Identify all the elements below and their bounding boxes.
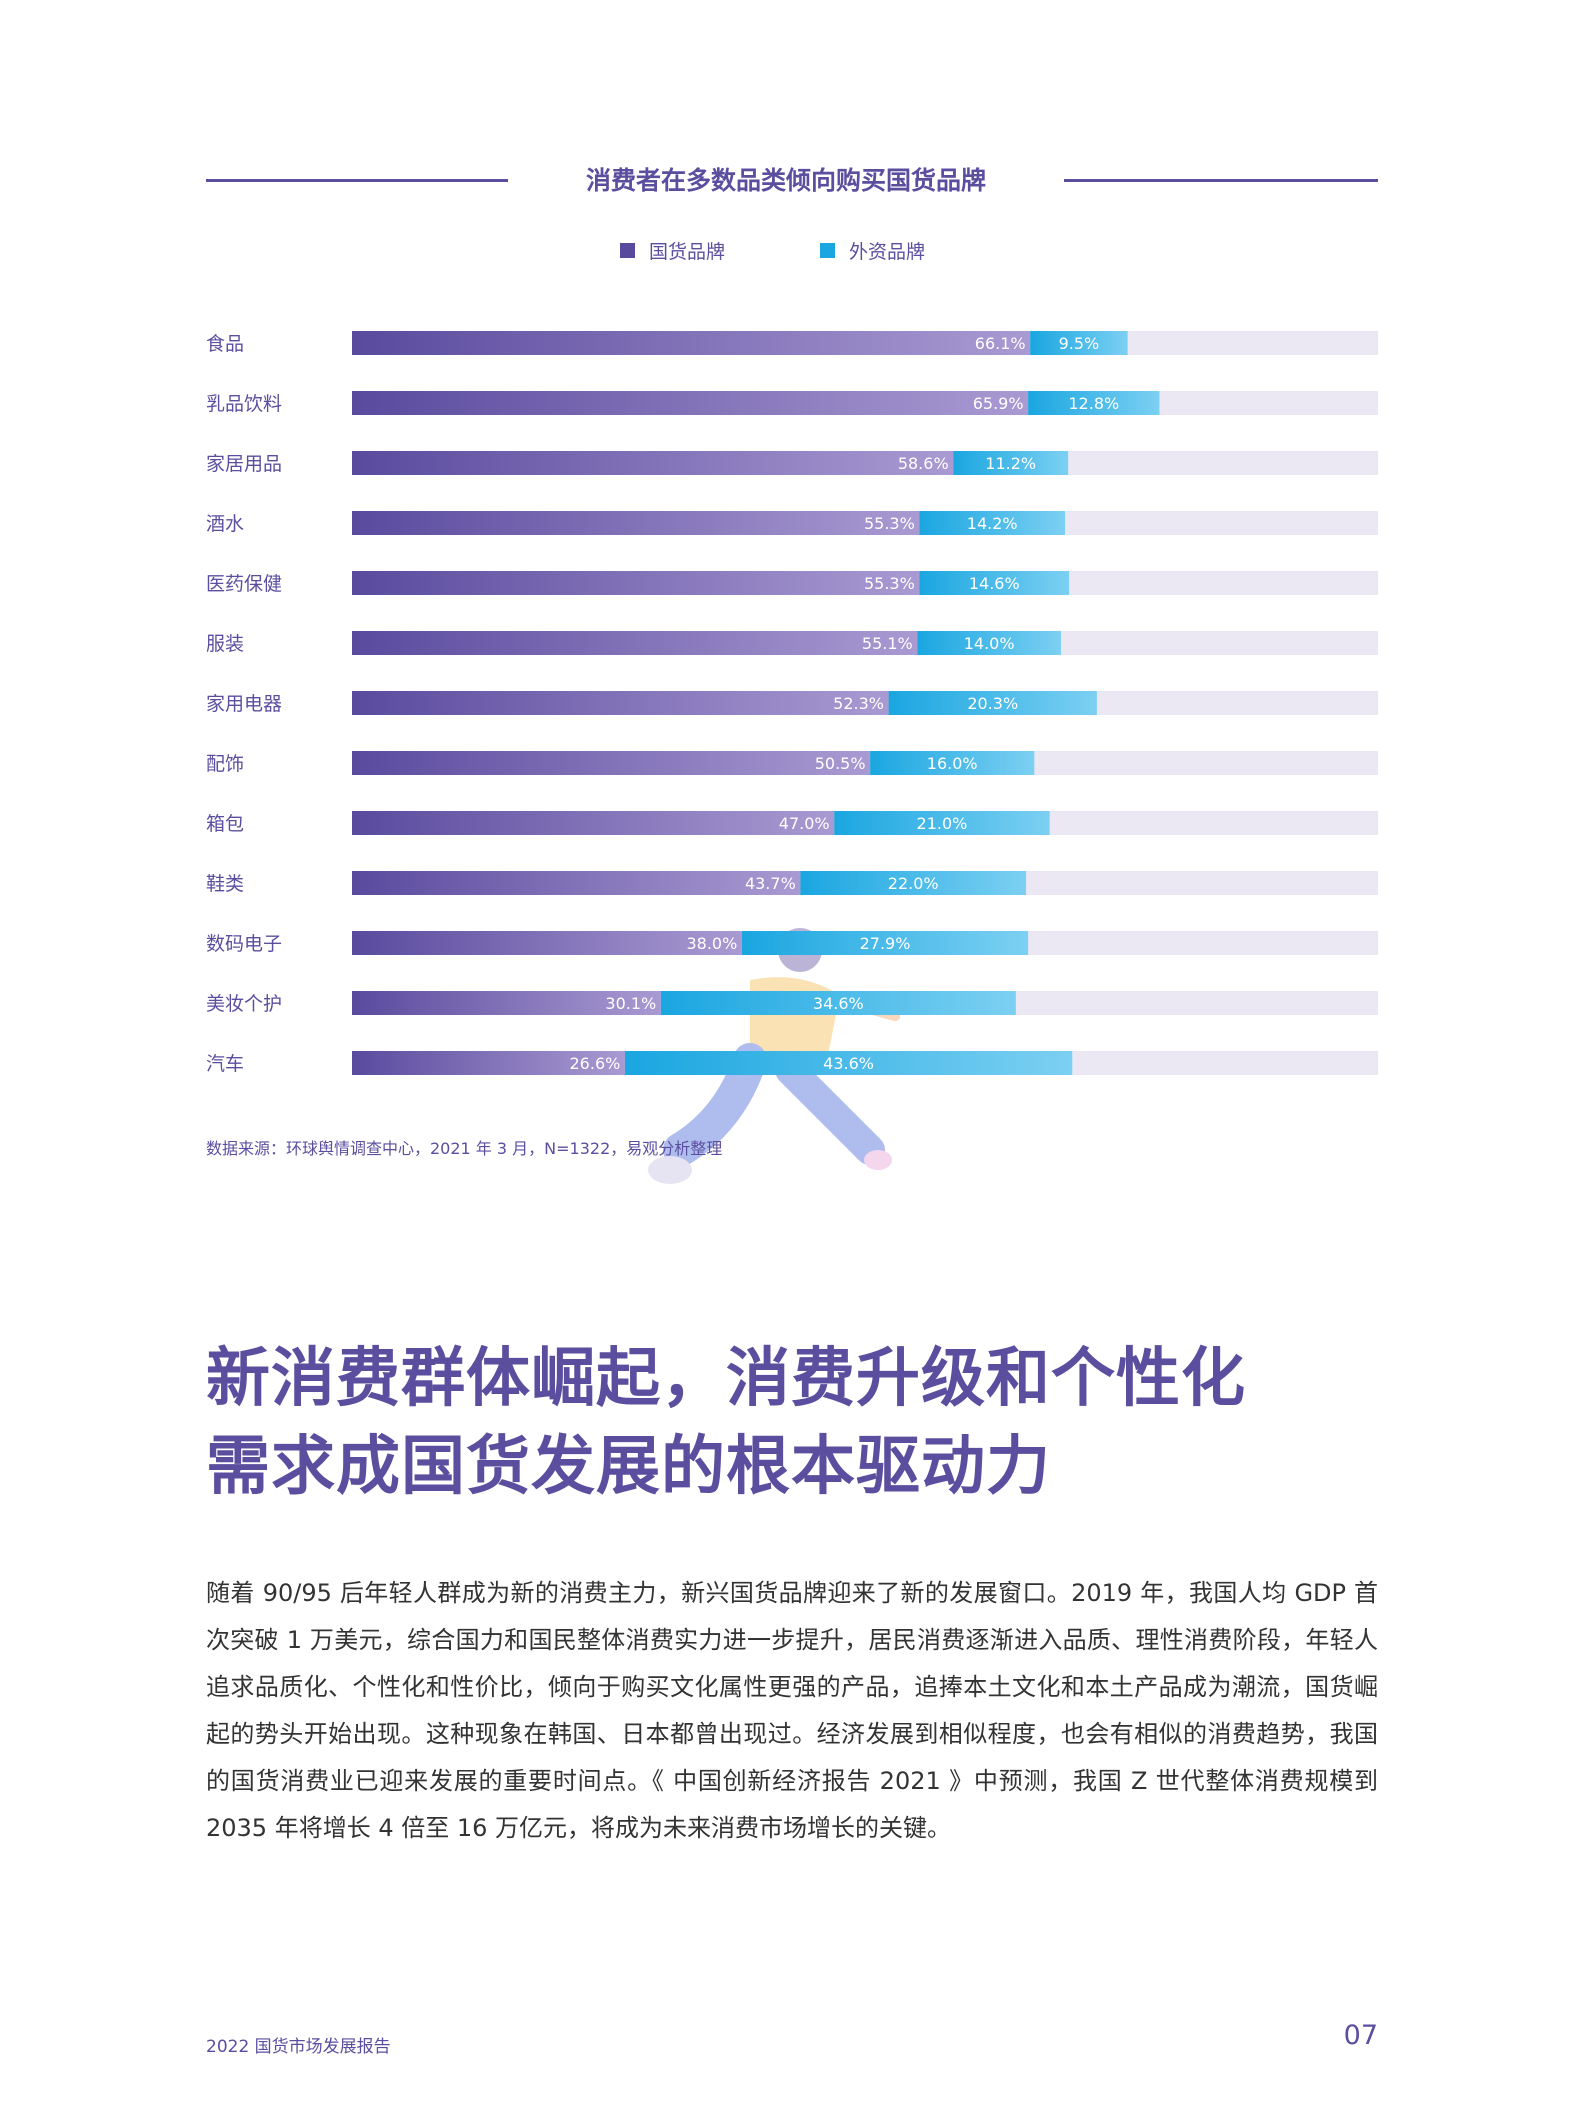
value-label-foreign: 43.6% xyxy=(823,1054,874,1073)
bar-foreign xyxy=(741,931,1029,955)
value-label-foreign: 27.9% xyxy=(860,934,911,953)
headline-line-2: 需求成国货发展的根本驱动力 xyxy=(206,1430,1051,1504)
value-label-domestic: 52.3% xyxy=(833,694,884,713)
category-label: 鞋类 xyxy=(206,873,244,895)
category-label: 医药保健 xyxy=(206,573,282,595)
bar-domestic xyxy=(352,991,661,1015)
chart-legend: 国货品牌 外资品牌 xyxy=(0,237,1575,267)
legend-swatch-domestic xyxy=(620,243,635,258)
legend-label-domestic: 国货品牌 xyxy=(649,241,726,263)
value-label-domestic: 58.6% xyxy=(898,454,949,473)
category-label: 美妆个护 xyxy=(206,993,282,1015)
body-paragraph: 随着 90/95 后年轻人群成为新的消费主力，新兴国货品牌迎来了新的发展窗口。2… xyxy=(206,1579,1378,1842)
bar-foreign xyxy=(1030,331,1128,355)
bar-domestic xyxy=(352,871,801,895)
category-label: 酒水 xyxy=(206,513,244,535)
value-label-domestic: 47.0% xyxy=(779,814,830,833)
value-label-domestic: 30.1% xyxy=(605,994,656,1013)
value-label-foreign: 11.2% xyxy=(985,454,1036,473)
bar-foreign xyxy=(660,991,1016,1015)
bar-domestic xyxy=(352,631,918,655)
bar-foreign xyxy=(919,571,1070,595)
section-headline: 新消费群体崛起，消费升级和个性化 需求成国货发展的根本驱动力 xyxy=(206,1335,1386,1511)
value-label-domestic: 38.0% xyxy=(686,934,737,953)
category-label: 配饰 xyxy=(206,753,244,775)
value-label-domestic: 55.3% xyxy=(864,514,915,533)
bar-domestic xyxy=(352,331,1031,355)
value-label-domestic: 55.3% xyxy=(864,574,915,593)
value-label-foreign: 22.0% xyxy=(888,874,939,893)
value-label-domestic: 65.9% xyxy=(973,394,1024,413)
stacked-bar-chart: 食品 66.1% 9.5% 乳品饮料 65.9% 12.8% 家居用品 58.6% 11.2% 酒… xyxy=(206,331,1378,1075)
bar-domestic xyxy=(352,571,920,595)
value-label-domestic: 55.1% xyxy=(862,634,913,653)
headline-line-1: 新消费群体崛起，消费升级和个性化 xyxy=(206,1342,1246,1416)
value-label-foreign: 9.5% xyxy=(1059,334,1100,353)
legend-swatch-foreign xyxy=(820,243,835,258)
category-label: 汽车 xyxy=(206,1053,244,1075)
bar-foreign xyxy=(834,811,1050,835)
header-rule-right xyxy=(1064,179,1378,182)
data-source-note: 数据来源：环球舆情调查中心，2021 年 3 月，N=1322，易观分析整理 xyxy=(206,1139,723,1158)
chart-header: 消费者在多数品类倾向购买国货品牌 xyxy=(206,158,1378,204)
bar-domestic xyxy=(352,751,871,775)
page-number: 07 xyxy=(1343,2020,1378,2051)
value-label-foreign: 20.3% xyxy=(967,694,1018,713)
bar-domestic xyxy=(352,931,742,955)
legend-label-foreign: 外资品牌 xyxy=(849,241,926,263)
category-label: 数码电子 xyxy=(206,933,282,955)
bar-foreign xyxy=(919,511,1066,535)
chart-title: 消费者在多数品类倾向购买国货品牌 xyxy=(585,166,986,195)
value-label-foreign: 14.6% xyxy=(969,574,1020,593)
chart-rows: 食品 66.1% 9.5% 乳品饮料 65.9% 12.8% 家居用品 58.6% 11.2% 酒… xyxy=(206,331,1378,1075)
value-label-domestic: 43.7% xyxy=(745,874,796,893)
value-label-foreign: 21.0% xyxy=(917,814,968,833)
category-label: 食品 xyxy=(206,333,244,355)
bar-domestic xyxy=(352,451,954,475)
bar-domestic xyxy=(352,391,1029,415)
footer-report-title: 2022 国货市场发展报告 xyxy=(206,2037,391,2057)
bar-foreign xyxy=(624,1051,1073,1075)
value-label-foreign: 14.0% xyxy=(964,634,1015,653)
value-label-foreign: 14.2% xyxy=(967,514,1018,533)
bar-foreign xyxy=(917,631,1061,655)
category-label: 箱包 xyxy=(206,813,244,835)
value-label-foreign: 12.8% xyxy=(1068,394,1119,413)
legend-item-foreign: 外资品牌 xyxy=(820,237,925,264)
value-label-domestic: 66.1% xyxy=(975,334,1026,353)
category-label: 家用电器 xyxy=(206,693,282,715)
category-label: 服装 xyxy=(206,633,244,655)
bar-domestic xyxy=(352,511,920,535)
legend-item-domestic: 国货品牌 xyxy=(620,237,725,264)
category-label: 乳品饮料 xyxy=(206,393,282,415)
bar-foreign xyxy=(888,691,1097,715)
value-label-domestic: 50.5% xyxy=(815,754,866,773)
bar-domestic xyxy=(352,1051,625,1075)
bar-domestic xyxy=(352,691,889,715)
bar-foreign xyxy=(953,451,1069,475)
value-label-foreign: 16.0% xyxy=(927,754,978,773)
category-label: 家居用品 xyxy=(206,453,282,475)
bar-domestic xyxy=(352,811,835,835)
bar-foreign xyxy=(800,871,1027,895)
bar-foreign xyxy=(870,751,1035,775)
header-rule-left xyxy=(206,179,508,182)
value-label-foreign: 34.6% xyxy=(813,994,864,1013)
value-label-domestic: 26.6% xyxy=(570,1054,621,1073)
bar-foreign xyxy=(1028,391,1160,415)
